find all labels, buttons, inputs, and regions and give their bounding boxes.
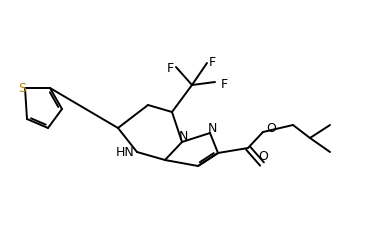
Text: S: S xyxy=(18,82,26,95)
Text: HN: HN xyxy=(115,147,134,160)
Text: O: O xyxy=(266,123,276,136)
Text: F: F xyxy=(208,57,216,69)
Text: O: O xyxy=(258,150,268,163)
Text: F: F xyxy=(221,79,228,92)
Text: N: N xyxy=(178,131,188,144)
Text: F: F xyxy=(166,63,174,76)
Text: N: N xyxy=(207,122,217,134)
